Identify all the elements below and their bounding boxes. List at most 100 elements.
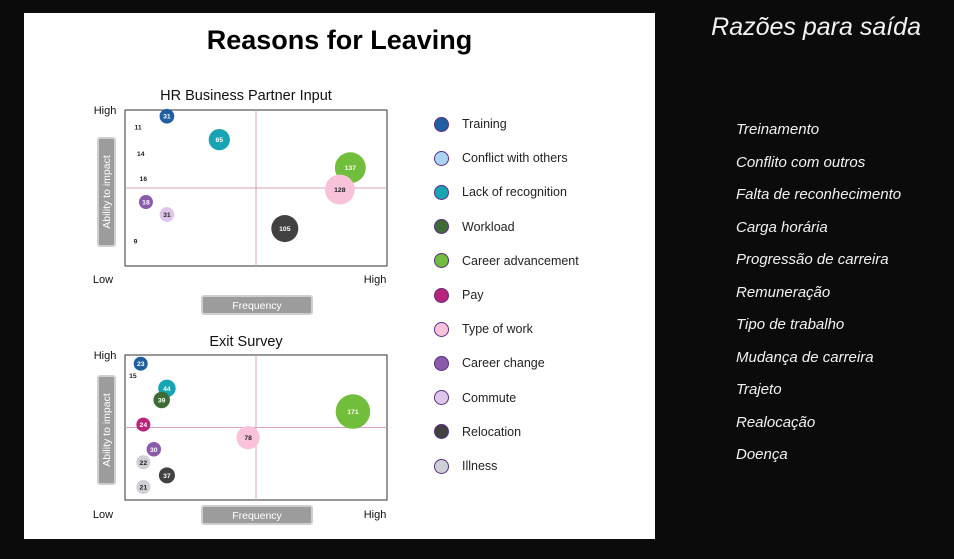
- x-axis-label-box: [201, 505, 313, 525]
- translation-item: Tipo de trabalho: [736, 316, 845, 333]
- legend-label: Illness: [462, 459, 498, 473]
- translation-item: Conflito com outros: [736, 153, 866, 171]
- bubble: [136, 417, 151, 432]
- bubble-label: 23: [137, 361, 145, 368]
- bubble: [136, 479, 151, 494]
- legend-swatch: [434, 458, 449, 474]
- bubble-label: 14: [137, 151, 145, 158]
- legend-item: Conflict with others: [434, 148, 624, 168]
- legend-swatch: [434, 253, 449, 269]
- chart-title: Exit Survey: [209, 334, 283, 350]
- bubble: [138, 195, 153, 210]
- bubble: [159, 207, 175, 222]
- legend-label: Lack of recognition: [462, 185, 567, 200]
- bubble: [158, 467, 175, 484]
- legend-swatch: [434, 150, 449, 166]
- y-high-label: High: [94, 350, 117, 362]
- bubble: [146, 442, 162, 457]
- y-axis-label: Ability to impact: [101, 393, 113, 467]
- translation-item: Carga horária: [736, 218, 828, 236]
- bubble: [208, 128, 230, 151]
- legend-label: Pay: [462, 288, 484, 302]
- bubble-label: 78: [244, 435, 252, 442]
- legend-label: Relocation: [462, 424, 522, 439]
- x-low-label: Low: [93, 509, 113, 521]
- legend-swatch: [434, 355, 449, 371]
- bubble-label: 171: [347, 409, 359, 416]
- translation-item: Doença: [736, 446, 788, 463]
- legend-swatch: [434, 321, 449, 337]
- bubble-label: 18: [142, 200, 150, 207]
- bubble: [136, 455, 151, 470]
- legend-item: Workload: [434, 217, 624, 237]
- legend-label: Career change: [462, 356, 545, 371]
- bubble: [271, 215, 299, 243]
- legend-label: Workload: [462, 219, 515, 234]
- bubble-label: 22: [140, 460, 148, 467]
- legend-item: Career change: [434, 353, 624, 373]
- bubble-label: 137: [345, 165, 357, 172]
- legend-item: Lack of recognition: [434, 182, 624, 202]
- bubble-label: 44: [163, 386, 171, 393]
- bubble-label: 37: [163, 473, 171, 480]
- legend-label: Type of work: [462, 322, 533, 337]
- bubble-label: 11: [135, 125, 142, 132]
- bubble-label: 39: [158, 397, 166, 404]
- bubble: [335, 394, 371, 429]
- x-high-label: High: [364, 509, 387, 521]
- legend-item: Career advancement: [434, 251, 624, 271]
- bubble-label: 128: [334, 187, 346, 194]
- y-axis-label: Ability to impact: [101, 155, 113, 229]
- bubble-label: 24: [140, 422, 148, 429]
- legend-item: Illness: [434, 456, 624, 476]
- translation-item: Falta de reconhecimento: [736, 186, 902, 203]
- x-axis-label: Frequency: [232, 510, 282, 522]
- legend-item: Training: [434, 114, 624, 134]
- legend-swatch: [434, 424, 449, 440]
- x-axis-label: Frequency: [232, 300, 282, 312]
- x-axis-label-box: [201, 295, 313, 315]
- bubble-label: 15: [129, 373, 137, 380]
- legend-label: Career advancement: [462, 253, 579, 268]
- translation-item: Realocação: [736, 413, 816, 431]
- bubble-label: 65: [216, 137, 224, 144]
- bubble: [324, 174, 355, 205]
- bubble-charts: HR Business Partner Input High Low High Freq…: [93, 88, 388, 525]
- translation-item: Treinamento: [736, 121, 820, 138]
- legend-label: Commute: [462, 390, 517, 405]
- y-axis-label-box: [97, 137, 116, 247]
- legend-label: Conflict with others: [462, 151, 568, 166]
- chart-title: HR Business Partner Input: [160, 88, 332, 104]
- bubble-label: 31: [163, 212, 171, 219]
- bubble: [133, 356, 148, 371]
- y-axis-label-box: [97, 375, 116, 485]
- bubble-label: 31: [163, 114, 171, 121]
- legend-swatch: [434, 390, 449, 406]
- bubble-label: 21: [140, 484, 148, 491]
- legend-label: Training: [462, 117, 507, 131]
- legend-item: Commute: [434, 388, 624, 408]
- slide-title: Reasons for Leaving: [206, 25, 473, 55]
- translation-item: Progressão de carreira: [736, 251, 889, 268]
- bubble-label: 9: [134, 239, 138, 246]
- x-low-label: Low: [93, 274, 113, 286]
- legend-swatch: [434, 184, 449, 200]
- translation-item: Remuneração: [736, 283, 831, 301]
- bubble: [153, 391, 170, 409]
- legend-item: Pay: [434, 285, 624, 305]
- bubble: [236, 425, 260, 450]
- translation-title: Razões para saída: [711, 13, 921, 41]
- bubble-label: 16: [140, 176, 148, 183]
- bubble-label: 105: [279, 226, 291, 233]
- slide: Reasons for Leaving HR Business Partner …: [24, 13, 655, 539]
- bubble: [159, 108, 175, 124]
- legend-swatch: [434, 116, 449, 132]
- legend-item: Type of work: [434, 319, 624, 339]
- bubble-label: 30: [150, 447, 158, 454]
- legend-swatch: [434, 287, 449, 303]
- legend-swatch: [434, 219, 449, 235]
- translation-item: Trajeto: [736, 381, 782, 398]
- legend-item: Relocation: [434, 422, 624, 442]
- y-high-label: High: [94, 105, 117, 117]
- x-high-label: High: [364, 274, 387, 286]
